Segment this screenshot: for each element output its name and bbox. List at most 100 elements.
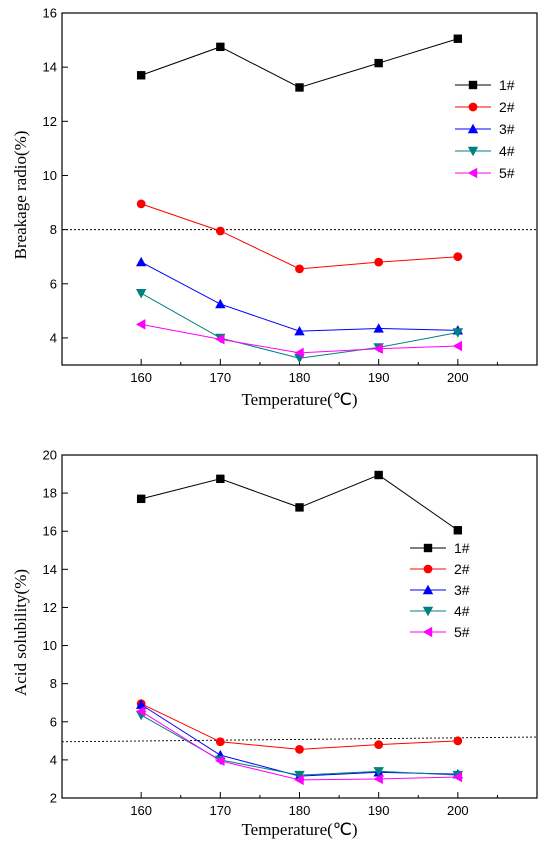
data-point xyxy=(215,334,225,345)
series-line xyxy=(140,704,458,777)
legend-marker xyxy=(467,167,478,179)
legend-item-3: 3# xyxy=(410,582,470,598)
legend-marker xyxy=(422,606,434,617)
x-tick-label: 190 xyxy=(368,803,390,818)
legend-label: 2# xyxy=(499,99,515,115)
data-point xyxy=(294,770,305,781)
y-tick-label: 6 xyxy=(50,714,57,729)
data-point xyxy=(136,71,146,80)
legend-item-1: 1# xyxy=(410,540,470,556)
legend-item-5: 5# xyxy=(410,624,470,640)
legend-marker xyxy=(423,564,433,574)
series-5 xyxy=(135,706,463,786)
y-tick-label: 8 xyxy=(50,676,57,691)
data-point xyxy=(453,252,463,262)
data-point xyxy=(374,740,384,750)
data-point xyxy=(373,773,383,785)
legend-label: 3# xyxy=(499,121,515,137)
y-tick-label: 2 xyxy=(50,791,57,806)
data-point xyxy=(135,319,146,330)
series-line xyxy=(140,38,458,88)
y-tick-label: 10 xyxy=(43,638,57,653)
legend-label: 3# xyxy=(454,582,470,598)
x-tick-label: 200 xyxy=(447,803,469,818)
data-point xyxy=(295,83,304,92)
data-point xyxy=(374,257,384,267)
y-tick-label: 14 xyxy=(43,562,57,577)
data-point xyxy=(136,494,146,504)
data-point xyxy=(215,755,225,767)
legend-label: 4# xyxy=(499,143,515,159)
series-line xyxy=(141,474,459,531)
legend-label: 1# xyxy=(499,77,515,93)
legend-item-4: 4# xyxy=(410,603,470,619)
legend-label: 2# xyxy=(454,561,470,577)
data-point xyxy=(215,298,226,309)
y-tick-label: 4 xyxy=(50,330,57,345)
y-tick-label: 10 xyxy=(43,168,57,183)
data-point xyxy=(374,58,383,68)
x-tick-label: 170 xyxy=(209,370,231,385)
y-tick-label: 14 xyxy=(43,60,57,75)
y-tick-label: 16 xyxy=(43,524,57,539)
data-point xyxy=(295,503,304,512)
y-tick-label: 4 xyxy=(50,752,57,767)
legend-marker xyxy=(468,102,478,112)
legend-marker xyxy=(468,80,478,90)
legend-item-2: 2# xyxy=(455,99,515,115)
legend-marker xyxy=(467,146,479,157)
data-point xyxy=(373,767,384,777)
x-tick-label: 160 xyxy=(130,803,152,818)
y-tick-label: 20 xyxy=(43,448,57,463)
x-axis-title: Temperature(℃) xyxy=(241,820,357,839)
series-1 xyxy=(136,470,463,535)
data-point xyxy=(216,474,225,484)
y-tick-label: 12 xyxy=(43,600,57,615)
legend-item-2: 2# xyxy=(410,561,470,577)
legend-item-1: 1# xyxy=(455,77,515,93)
data-point xyxy=(452,340,463,352)
y-tick-label: 6 xyxy=(50,276,57,291)
data-point xyxy=(294,325,305,336)
legend-marker xyxy=(423,543,433,553)
legend-marker xyxy=(422,584,434,595)
series-2 xyxy=(136,699,463,754)
x-tick-label: 170 xyxy=(209,803,231,818)
data-point xyxy=(294,774,304,786)
legend-label: 1# xyxy=(454,540,470,556)
legend-item-5: 5# xyxy=(455,165,515,181)
chart-2: 160 170 180 190 200 2 4 6 8 10 12 14 16 18 20 Temperatu… xyxy=(11,448,538,839)
legend-label: 5# xyxy=(454,624,470,640)
legend-label: 4# xyxy=(454,603,470,619)
data-point xyxy=(453,34,463,43)
series-1 xyxy=(136,34,463,92)
data-point xyxy=(453,526,463,535)
data-point xyxy=(216,42,225,52)
plot-frame xyxy=(61,12,538,366)
data-point xyxy=(295,264,304,274)
legend-label: 5# xyxy=(499,165,515,181)
data-point xyxy=(294,347,304,359)
y-axis-title: Acid solubility(%) xyxy=(11,569,30,696)
legend-marker xyxy=(422,626,433,638)
legend-marker xyxy=(467,123,479,134)
data-point xyxy=(215,737,225,747)
x-axis-title: Temperature(℃) xyxy=(241,390,357,409)
series-5 xyxy=(135,319,463,359)
x-tick-label: 180 xyxy=(289,803,311,818)
x-tick-label: 180 xyxy=(289,370,311,385)
data-point xyxy=(135,289,147,299)
data-point xyxy=(453,736,463,746)
x-tick-label: 200 xyxy=(447,370,469,385)
data-point xyxy=(136,199,146,209)
data-point xyxy=(374,470,383,480)
data-point xyxy=(373,343,383,354)
series-2 xyxy=(136,199,463,274)
data-point xyxy=(452,771,463,783)
reference-line xyxy=(61,736,538,743)
data-point xyxy=(135,256,147,267)
legend-item-3: 3# xyxy=(455,121,515,137)
data-point xyxy=(373,323,384,333)
legend-item-4: 4# xyxy=(455,143,515,159)
